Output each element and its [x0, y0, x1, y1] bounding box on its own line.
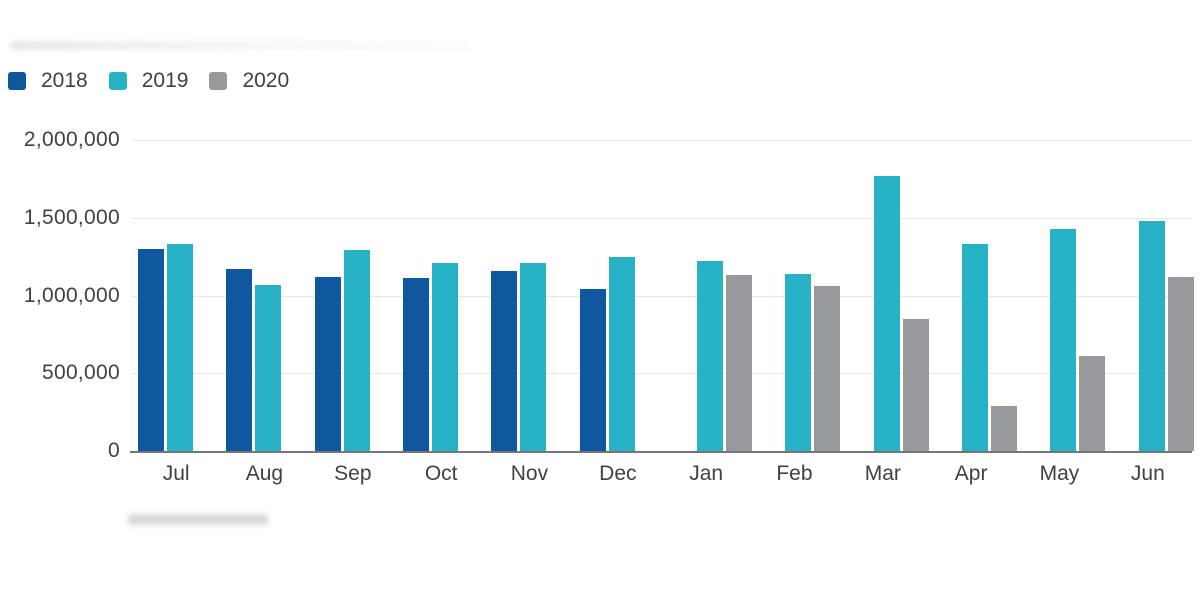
bar-2020-mar: [902, 318, 929, 451]
bar-2019-jul: [167, 244, 193, 451]
x-axis-tick-label: May: [1039, 462, 1080, 485]
legend-swatch-icon: [108, 72, 127, 90]
legend-label: 2019: [141, 69, 189, 92]
faded-artifact-top: [10, 41, 472, 50]
y-axis-tick-label: 1,500,000: [23, 205, 120, 229]
bar-2018-dec: [579, 289, 606, 451]
legend-swatch-icon: [209, 72, 228, 90]
bar-2020-apr: [991, 405, 1017, 451]
x-axis-tick-label: Jul: [162, 462, 190, 485]
legend-swatch-icon: [8, 72, 26, 90]
x-axis-line: [130, 451, 1192, 453]
legend-label: 2018: [41, 69, 88, 92]
gridline-1000000: [132, 295, 1192, 297]
bar-2019-oct: [432, 262, 458, 451]
chart-legend: 2018 2019 2020: [8, 69, 289, 93]
x-axis-tick-label: Jan: [689, 462, 724, 485]
bar-2018-oct: [403, 278, 429, 451]
bar-2019-jun: [1138, 220, 1165, 451]
bar-2019-mar: [873, 175, 900, 451]
gridline-500000: [132, 373, 1192, 375]
bar-2018-aug: [226, 269, 253, 451]
bar-2019-may: [1050, 228, 1077, 451]
bar-2019-feb: [785, 273, 812, 451]
bar-2019-jan: [697, 261, 723, 451]
bar-2019-aug: [255, 284, 282, 451]
y-axis-tick-label: 1,000,000: [23, 283, 120, 307]
bar-2020-jun: [1167, 276, 1194, 451]
y-axis-tick-label: 2,000,000: [23, 128, 120, 151]
x-axis-tick-label: Aug: [245, 462, 284, 485]
legend-item-2018: 2018: [8, 69, 88, 93]
x-axis-tick-label: Jun: [1130, 462, 1165, 485]
bar-2019-sep: [343, 250, 370, 451]
bar-2020-may: [1079, 356, 1106, 451]
bar-2020-feb: [814, 286, 841, 451]
y-axis-tick-label: 0: [108, 439, 120, 462]
x-axis-tick-label: Mar: [864, 462, 901, 485]
legend-item-2019: 2019: [108, 69, 189, 93]
gridline-1500000: [132, 217, 1192, 219]
x-axis-tick-label: Dec: [599, 462, 637, 485]
legend-label: 2020: [242, 69, 290, 92]
bar-2019-nov: [520, 262, 547, 451]
bar-2018-sep: [314, 276, 341, 451]
y-axis-tick-label: 500,000: [41, 361, 120, 385]
x-axis-tick-label: Nov: [510, 462, 549, 485]
bar-2019-apr: [962, 244, 988, 451]
x-axis-tick-label: Oct: [424, 462, 458, 485]
legend-item-2020: 2020: [209, 69, 289, 93]
bar-2018-jul: [138, 248, 164, 451]
x-axis-tick-label: Feb: [776, 462, 813, 485]
faded-watermark: [128, 514, 268, 525]
x-axis-tick-label: Sep: [334, 462, 372, 485]
bar-2018-nov: [491, 270, 518, 451]
bar-2020-jan: [726, 275, 752, 451]
bar-2019-dec: [608, 256, 635, 451]
x-axis-tick-label: Apr: [954, 462, 988, 485]
gridline-2000000: [132, 140, 1192, 141]
